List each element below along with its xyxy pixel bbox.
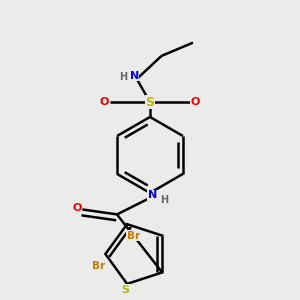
Text: O: O — [191, 97, 200, 107]
Text: Br: Br — [92, 261, 105, 271]
Text: Br: Br — [127, 231, 140, 241]
Text: H: H — [119, 72, 127, 82]
Text: N: N — [130, 71, 139, 81]
Text: S: S — [146, 96, 154, 109]
Text: O: O — [100, 97, 109, 107]
Text: S: S — [122, 285, 129, 295]
Text: N: N — [148, 190, 157, 200]
Text: O: O — [72, 203, 82, 213]
Text: H: H — [160, 194, 168, 205]
